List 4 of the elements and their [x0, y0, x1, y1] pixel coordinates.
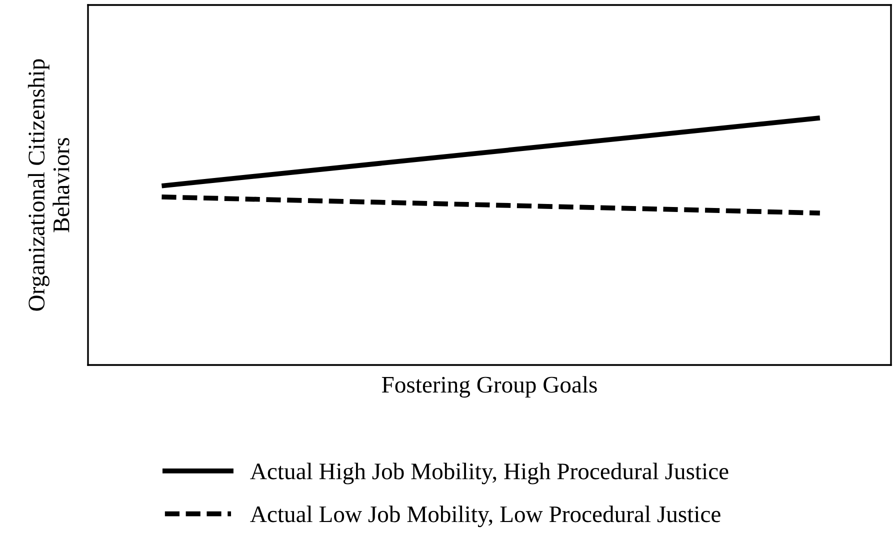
x-axis-title: Fostering Group Goals — [382, 376, 597, 398]
legend-label: Actual Low Job Mobility, Low Procedural Justice — [250, 506, 720, 528]
legend-label: Actual High Job Mobility, High Procedural Justice — [250, 462, 728, 484]
y-axis-title: Organizational Citizenship Behaviors — [28, 59, 70, 311]
